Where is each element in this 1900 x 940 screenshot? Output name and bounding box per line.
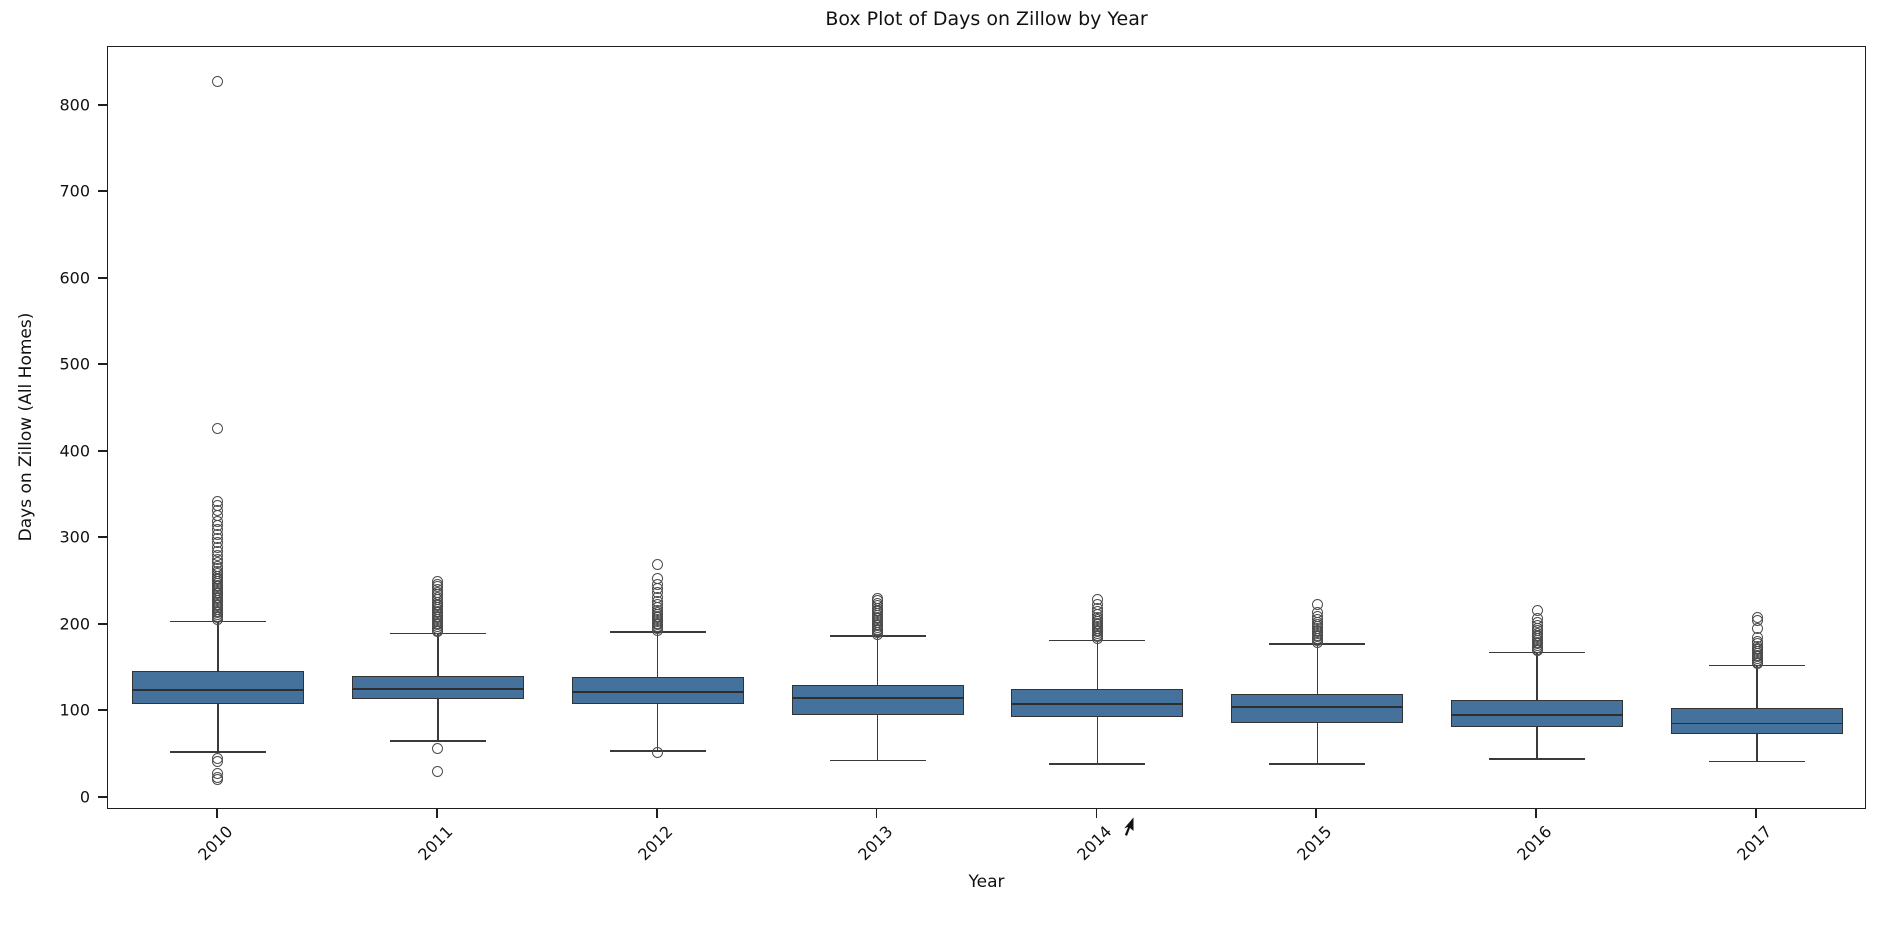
whisker-lower (437, 699, 439, 741)
whisker-upper (1756, 665, 1758, 708)
x-tick-label: 2016 (1513, 822, 1556, 865)
whisker-cap-lower (389, 739, 486, 742)
outlier-point (652, 558, 664, 570)
x-tick-mark (1535, 809, 1538, 818)
y-tick-label: 400 (59, 441, 90, 461)
whisker-upper (1096, 640, 1099, 689)
outlier-point (1311, 599, 1323, 611)
outlier-point (1531, 604, 1543, 616)
x-tick-label: 2010 (194, 822, 237, 865)
chart-title: Box Plot of Days on Zillow by Year (825, 8, 1148, 30)
box-2017 (1671, 707, 1844, 734)
median-line (791, 697, 964, 700)
outlier-point (652, 572, 664, 584)
whisker-cap-lower (1269, 763, 1366, 765)
whisker-upper (656, 631, 659, 677)
outlier-point (432, 576, 444, 588)
y-tick-mark (98, 536, 107, 539)
x-tick-mark (1315, 809, 1318, 818)
x-tick-mark (1755, 809, 1757, 818)
x-tick-label: 2014 (1073, 822, 1116, 865)
y-tick-mark (98, 103, 107, 106)
x-tick-mark (1095, 809, 1098, 818)
median-line (1011, 702, 1184, 705)
outlier-point (212, 423, 224, 434)
x-tick-mark (875, 809, 878, 818)
y-tick-label: 500 (59, 354, 90, 374)
x-tick-label: 2013 (853, 822, 896, 865)
y-tick-label: 700 (59, 181, 90, 201)
outlier-point (212, 495, 224, 507)
outlier-point (212, 756, 224, 768)
outlier-point (212, 774, 224, 786)
outlier-point (1091, 594, 1103, 606)
whisker-cap-lower (169, 751, 266, 753)
whisker-lower (876, 714, 879, 761)
y-tick-mark (98, 363, 107, 366)
box-2011 (351, 675, 524, 700)
x-tick-label: 2012 (633, 822, 677, 865)
whisker-upper (1316, 643, 1319, 695)
median-line (1231, 706, 1404, 708)
mouse-cursor-icon (1121, 815, 1135, 838)
whisker-lower (217, 703, 219, 753)
outlier-point (652, 747, 664, 759)
whisker-cap-lower (1049, 763, 1146, 765)
whisker-upper (1536, 652, 1538, 701)
box-2010 (131, 670, 304, 704)
whisker-cap-lower (1489, 758, 1586, 760)
y-tick-label: 600 (59, 268, 90, 288)
x-axis-label: Year (968, 872, 1005, 892)
x-tick-mark (216, 809, 218, 818)
outlier-point (1751, 612, 1763, 624)
median-line (131, 688, 304, 691)
y-tick-mark (98, 449, 107, 452)
median-line (1671, 722, 1844, 725)
x-tick-label: 2015 (1293, 822, 1336, 865)
y-tick-label: 0 (79, 787, 90, 807)
y-tick-label: 800 (59, 95, 90, 115)
y-tick-mark (98, 190, 107, 193)
whisker-cap-lower (1709, 760, 1806, 763)
plot-area (107, 46, 1866, 809)
box-2016 (1451, 700, 1624, 727)
box-2015 (1231, 694, 1404, 724)
outlier-point (872, 593, 884, 605)
y-tick-label: 200 (59, 614, 90, 634)
whisker-upper (876, 636, 879, 686)
whisker-upper (437, 633, 439, 676)
whisker-lower (1316, 723, 1319, 765)
whisker-upper (217, 621, 219, 671)
whisker-lower (656, 704, 659, 752)
x-tick-label: 2017 (1733, 822, 1776, 865)
median-line (351, 687, 524, 690)
box-2013 (791, 685, 964, 715)
whisker-lower (1536, 726, 1538, 759)
y-tick-label: 100 (59, 700, 90, 720)
y-tick-mark (98, 795, 107, 798)
whisker-cap-lower (829, 759, 926, 762)
x-tick-mark (655, 809, 658, 818)
median-line (1451, 713, 1624, 716)
outlier-point (432, 743, 444, 755)
x-tick-mark (435, 809, 438, 818)
y-tick-mark (98, 622, 107, 625)
y-tick-mark (98, 709, 107, 712)
outlier-point (432, 765, 444, 777)
whisker-lower (1756, 733, 1758, 762)
box-2012 (571, 676, 744, 705)
y-tick-mark (98, 276, 107, 279)
outlier-point (1751, 632, 1763, 644)
median-line (571, 691, 744, 694)
whisker-lower (1096, 717, 1099, 765)
outlier-point (212, 76, 224, 88)
x-tick-label: 2011 (414, 822, 457, 865)
y-tick-label: 300 (59, 527, 90, 547)
y-axis-label: Days on Zillow (All Homes) (16, 312, 36, 542)
